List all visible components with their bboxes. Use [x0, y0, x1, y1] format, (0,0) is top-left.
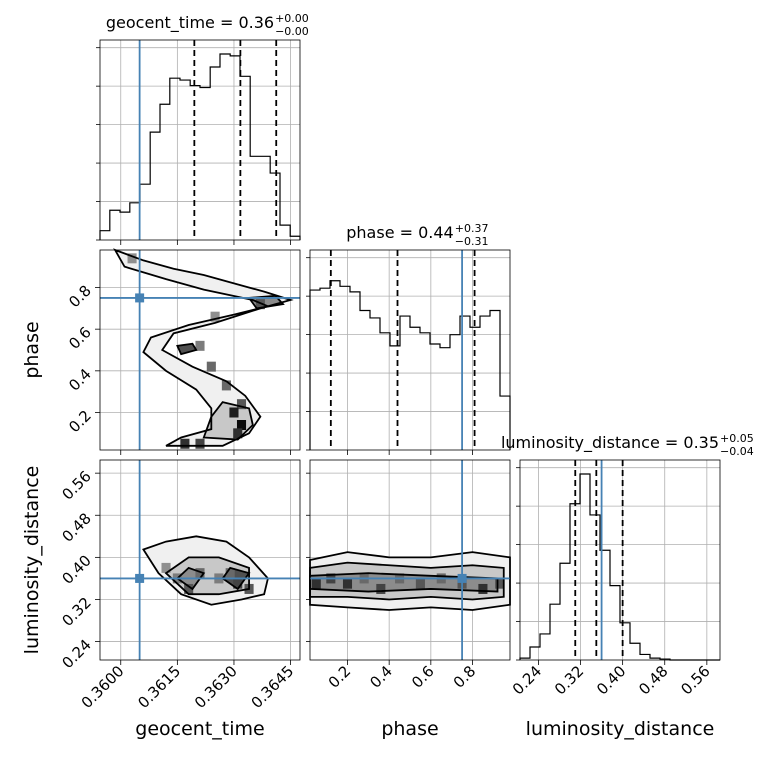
title-minus-phase: −0.31	[455, 235, 489, 248]
x-axis-label-geocent_time: geocent_time	[135, 718, 264, 740]
panel-title-luminosity_distance: luminosity_distance = 0.35	[501, 433, 719, 453]
title-minus-luminosity_distance: −0.04	[720, 445, 754, 458]
y-tick-label-luminosity_distance: 0.32	[58, 594, 94, 630]
y-tick-label-luminosity_distance: 0.48	[58, 509, 94, 545]
density-cell	[376, 583, 386, 594]
y-axis-label-phase: phase	[21, 321, 43, 378]
histogram-phase	[309, 280, 511, 450]
title-plus-luminosity_distance: +0.05	[720, 432, 754, 445]
density-cell	[161, 562, 171, 573]
density-cell	[478, 583, 488, 594]
frame-luminosity_distance	[519, 459, 721, 661]
truth-marker	[135, 573, 145, 583]
contour-line	[309, 561, 505, 601]
x-tick-label-phase: 0.2	[325, 662, 355, 692]
density-cell	[195, 340, 205, 351]
density-cell	[342, 578, 353, 589]
density-cell	[236, 420, 247, 430]
x-tick-label-geocent_time: 0.3600	[78, 662, 128, 712]
density-cell	[184, 583, 194, 594]
panel-title-geocent_time: geocent_time = 0.36	[106, 13, 274, 33]
contour-line	[176, 342, 198, 356]
frame-geocent_time	[99, 39, 301, 241]
panel-ld_vs_geocent_time	[100, 460, 300, 660]
density-cell	[210, 311, 220, 322]
x-tick-label-geocent_time: 0.3615	[134, 662, 184, 712]
x-tick-label-phase: 0.8	[450, 662, 480, 692]
contour-line	[247, 294, 285, 310]
density-cell	[311, 578, 321, 589]
contour-line	[142, 535, 269, 606]
contour-line	[309, 572, 499, 593]
title-minus-geocent_time: −0.00	[275, 25, 309, 38]
truth-marker	[457, 573, 467, 583]
density-cell	[415, 578, 425, 589]
density-cell	[229, 407, 239, 418]
x-tick-label-luminosity_distance: 0.56	[677, 662, 713, 698]
contour-line	[221, 566, 251, 591]
y-axis-label-luminosity_distance: luminosity_distance	[21, 466, 43, 655]
x-tick-label-luminosity_distance: 0.48	[635, 662, 671, 698]
density-cell	[233, 578, 243, 589]
y-tick-label-luminosity_distance: 0.56	[58, 467, 94, 503]
x-axis-label-phase: phase	[381, 718, 438, 740]
density-cell	[195, 568, 205, 579]
y-tick-label-phase: 0.4	[65, 365, 95, 395]
density-cell	[225, 568, 235, 579]
histogram-luminosity_distance	[519, 473, 720, 661]
frame-phase	[309, 249, 511, 451]
panel-ld_vs_phase	[309, 460, 511, 660]
contour-line	[175, 566, 206, 591]
y-tick-label-phase: 0.6	[65, 323, 95, 353]
density-cell	[495, 578, 505, 589]
hist-panel-phase	[306, 250, 511, 451]
x-tick-label-luminosity_distance: 0.40	[593, 662, 629, 698]
x-tick-label-geocent_time: 0.3645	[248, 662, 298, 712]
y-tick-label-phase: 0.8	[65, 282, 95, 312]
x-tick-label-phase: 0.6	[408, 662, 438, 692]
panel-title-phase: phase = 0.44	[346, 223, 453, 242]
contour-line	[202, 401, 254, 441]
panel-phase_vs_geocent_time	[100, 248, 300, 450]
density-cell	[180, 438, 190, 449]
y-tick-label-luminosity_distance: 0.40	[58, 551, 94, 587]
title-plus-phase: +0.37	[455, 222, 489, 235]
y-tick-label-luminosity_distance: 0.24	[58, 636, 94, 672]
y-tick-label-phase: 0.2	[65, 407, 95, 437]
density-cell	[221, 380, 231, 391]
title-plus-geocent_time: +0.00	[275, 12, 309, 25]
density-cell	[206, 361, 216, 372]
frame-phase_vs_geocent_time	[99, 249, 301, 451]
truth-marker	[135, 293, 145, 303]
histogram-geocent_time	[99, 53, 301, 240]
hist-panel-luminosity_distance	[516, 460, 720, 661]
frame-ld_vs_geocent_time	[99, 459, 301, 661]
hist-panel-geocent_time	[96, 40, 301, 241]
density-cell	[255, 299, 265, 310]
density-cell	[195, 438, 205, 449]
contour-fill	[177, 343, 197, 355]
x-tick-label-luminosity_distance: 0.32	[551, 662, 587, 698]
density-cell	[127, 253, 137, 264]
density-cell	[233, 428, 243, 439]
x-axis-label-luminosity_distance: luminosity_distance	[526, 718, 715, 740]
x-tick-label-luminosity_distance: 0.24	[509, 662, 545, 698]
x-tick-label-geocent_time: 0.3630	[191, 662, 241, 712]
x-tick-label-phase: 0.4	[366, 662, 396, 692]
density-cell	[236, 399, 247, 410]
frame-ld_vs_phase	[309, 459, 511, 661]
